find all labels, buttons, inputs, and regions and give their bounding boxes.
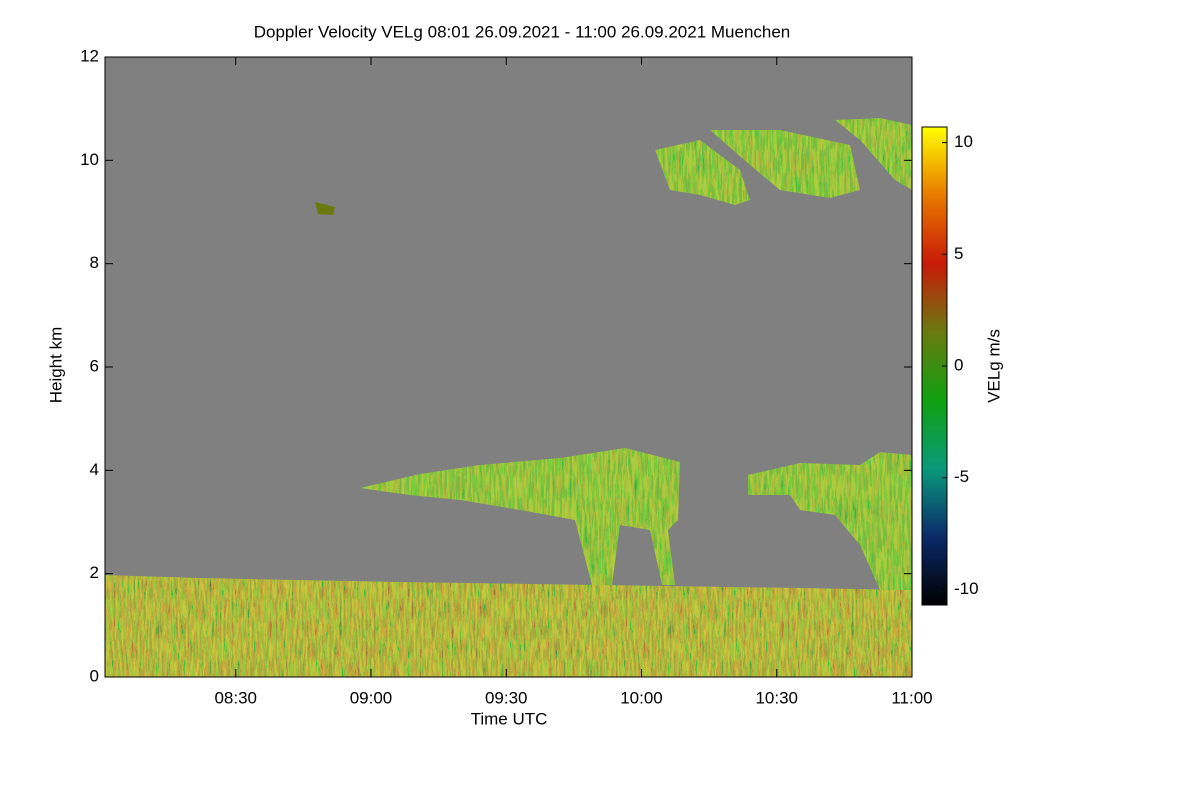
colorbar-label: VELg m/s <box>984 329 1003 403</box>
x-tick-label: 09:00 <box>350 688 393 707</box>
y-tick-label: 6 <box>90 356 99 375</box>
x-tick-label: 10:30 <box>755 688 798 707</box>
x-tick-label: 11:00 <box>891 688 932 707</box>
colorbar-tick-label: 5 <box>954 244 963 263</box>
x-tick-label: 08:30 <box>214 688 257 707</box>
colorbar-tick-label: -10 <box>954 579 979 598</box>
x-tick-label: 09:30 <box>485 688 528 707</box>
echo-layer <box>105 118 912 677</box>
y-tick-label: 2 <box>90 563 99 582</box>
colorbar-tick-label: -5 <box>954 467 969 486</box>
y-tick-label: 10 <box>80 150 99 169</box>
chart-title: Doppler Velocity VELg 08:01 26.09.2021 -… <box>254 22 791 41</box>
colorbar-tick-label: 0 <box>954 355 963 374</box>
x-axis-label: Time UTC <box>471 709 548 728</box>
y-tick-label: 0 <box>90 666 99 685</box>
colorbar-tick-label: 10 <box>954 132 973 151</box>
y-tick-label: 8 <box>90 253 99 272</box>
x-tick-label: 10:00 <box>620 688 663 707</box>
y-axis-label: Height km <box>46 327 65 404</box>
y-tick-label: 12 <box>80 46 99 65</box>
y-tick-label: 4 <box>90 460 99 479</box>
